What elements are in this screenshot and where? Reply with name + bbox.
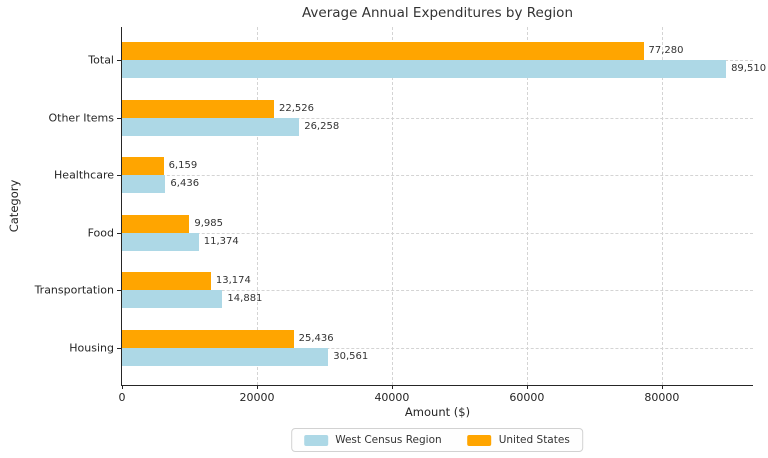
x-tick-label: 40000	[374, 391, 410, 404]
bar-west-census-region-housing	[122, 348, 329, 366]
bar-united-states-transportation	[122, 272, 211, 291]
y-axis-spine	[121, 27, 122, 385]
plot-area: 0 20000 40000 60000 80000 Total 77,280 89,510 Ot…	[35, 27, 766, 404]
y-tick-mark	[117, 348, 121, 349]
y-tick-mark	[117, 175, 121, 177]
value-label-west-census-region-housing: 30,561	[333, 351, 369, 362]
west-census-region-swatch-icon	[304, 434, 329, 446]
value-label-united-states-healthcare: 6,159	[168, 160, 198, 172]
united-states-swatch-icon	[467, 434, 492, 446]
x-tick-label: 20000	[239, 391, 275, 404]
y-gridline	[122, 117, 753, 119]
x-tick-label: 80000	[644, 391, 680, 404]
y-gridline	[122, 232, 753, 234]
value-label-united-states-other-items: 22,526	[279, 102, 315, 114]
x-tick-mark	[122, 385, 123, 389]
x-tick-mark	[256, 385, 258, 389]
y-gridline	[122, 290, 753, 292]
value-label-united-states-transportation: 13,174	[215, 275, 251, 287]
value-label-west-census-region-healthcare: 6,436	[170, 178, 200, 190]
x-tick-mark	[661, 385, 663, 389]
legend-label-united-states: United States	[498, 434, 570, 446]
x-gridline	[526, 27, 528, 385]
value-label-west-census-region-other-items: 26,258	[304, 120, 340, 132]
y-tick-mark	[117, 117, 121, 119]
legend-item-united-states: United States	[467, 434, 570, 446]
x-tick-label: 0	[118, 391, 126, 404]
x-gridline	[661, 27, 663, 385]
bar-west-census-region-other-items	[122, 117, 300, 136]
y-tick-label-housing: Housing	[69, 341, 114, 355]
value-label-west-census-region-total: 89,510	[731, 63, 767, 74]
y-tick-mark	[117, 290, 121, 292]
y-tick-mark	[117, 232, 121, 234]
value-label-united-states-housing: 25,436	[298, 333, 334, 344]
legend-item-west-census-region: West Census Region	[304, 434, 442, 446]
value-label-united-states-food: 9,985	[194, 217, 224, 229]
legend-label-west-census-region: West Census Region	[335, 434, 442, 446]
y-tick-label-food: Food	[87, 226, 114, 240]
value-label-west-census-region-food: 11,374	[203, 235, 239, 247]
y-axis-label: Category	[7, 179, 21, 233]
bar-united-states-other-items	[122, 99, 275, 118]
bar-west-census-region-food	[122, 232, 199, 251]
x-gridline	[256, 27, 258, 385]
bar-west-census-region-healthcare	[122, 175, 166, 194]
y-gridline	[122, 175, 753, 177]
y-tick-label-other-items: Other Items	[48, 111, 114, 125]
x-gridline	[391, 27, 393, 385]
x-tick-mark	[526, 385, 528, 389]
bar-west-census-region-total	[122, 60, 727, 78]
bar-united-states-housing	[122, 330, 294, 348]
y-tick-label-total: Total	[88, 53, 114, 67]
value-label-united-states-total: 77,280	[648, 45, 684, 56]
y-tick-label-healthcare: Healthcare	[54, 168, 114, 182]
bar-west-census-region-transportation	[122, 290, 223, 309]
y-tick-mark	[117, 60, 121, 61]
y-gridline	[122, 348, 753, 349]
y-tick-label-transportation: Transportation	[34, 283, 114, 297]
bar-united-states-total	[122, 42, 644, 60]
legend: West Census Region United States	[291, 428, 583, 452]
x-axis-label: Amount ($)	[404, 405, 471, 419]
x-axis-spine	[121, 385, 753, 386]
bar-united-states-healthcare	[122, 157, 164, 176]
chart-title: Average Annual Expenditures by Region	[301, 5, 573, 21]
x-tick-label: 60000	[509, 391, 545, 404]
x-tick-mark	[391, 385, 393, 389]
bar-united-states-food	[122, 214, 190, 233]
value-label-west-census-region-transportation: 14,881	[227, 293, 263, 305]
